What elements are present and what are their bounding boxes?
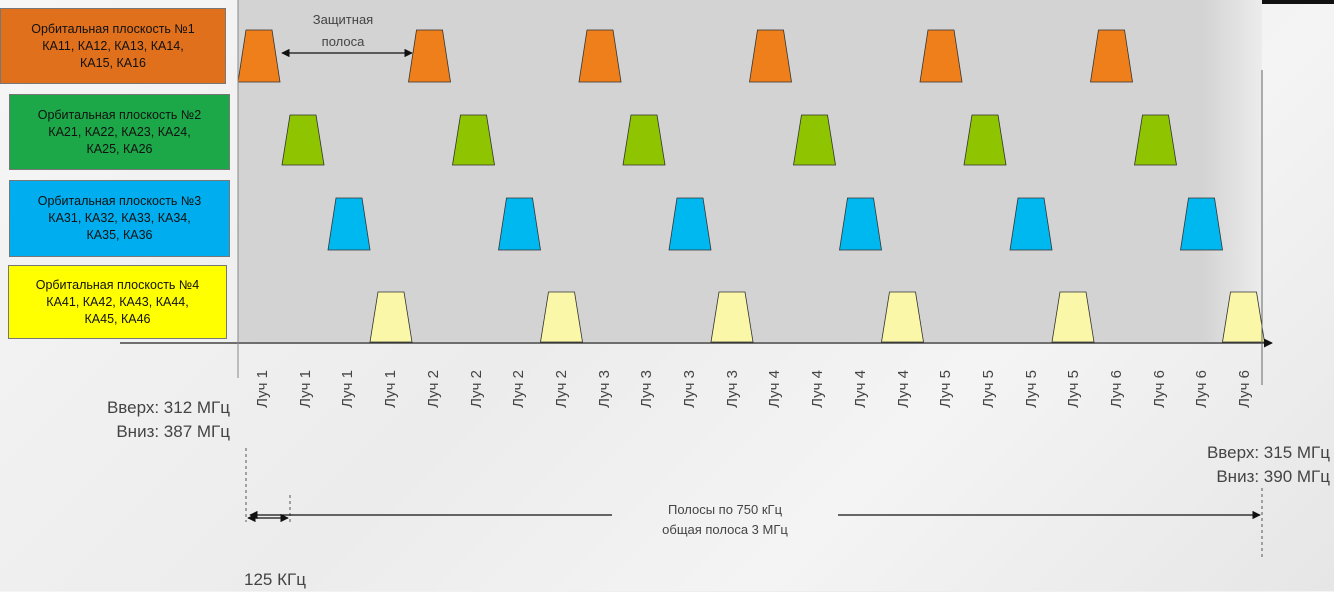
carrier-plane-3-beam-5 xyxy=(1009,197,1053,251)
beam-label: Луч 4 xyxy=(809,370,827,408)
carrier-plane-4-beam-5 xyxy=(1051,291,1095,343)
carrier-plane-1-beam-3 xyxy=(578,29,622,83)
beam-label: Луч 5 xyxy=(979,370,997,408)
beam-label: Луч 1 xyxy=(254,370,271,408)
beam-label: Луч 5 xyxy=(937,370,955,408)
step-label: 125 КГц xyxy=(244,570,306,589)
beam-label: Луч 2 xyxy=(467,370,485,408)
carrier-plane-2-beam-6 xyxy=(1134,114,1177,166)
beam-label: Луч 6 xyxy=(1150,370,1168,408)
plane-1-label: Орбитальная плоскость №1 КА11, КА12, КА1… xyxy=(0,8,226,84)
carrier-plane-3-beam-2 xyxy=(498,197,541,251)
carrier-plane-4-beam-2 xyxy=(540,291,583,343)
beam-label: Луч 1 xyxy=(339,370,357,408)
beam-label: Луч 3 xyxy=(595,370,613,408)
beam-label: Луч 4 xyxy=(851,370,869,408)
bandwidth-label: Полосы по 750 кГц общая полоса 3 МГц xyxy=(662,502,788,537)
carrier-plane-3-beam-4 xyxy=(839,197,882,251)
beam-label: Луч 3 xyxy=(681,370,698,408)
plane-4-label: Орбитальная плоскость №4 КА41, КА42, КА4… xyxy=(8,265,227,339)
beam-label: Луч 6 xyxy=(1236,370,1254,408)
beam-label: Луч 5 xyxy=(1022,370,1040,408)
carrier-plane-2-beam-1 xyxy=(281,114,325,166)
beam-label: Луч 6 xyxy=(1108,370,1125,408)
carrier-plane-3-beam-6 xyxy=(1180,197,1223,251)
beam-label: Луч 1 xyxy=(382,370,400,408)
right-frequency-label: Вверх: 315 МГц Вниз: 390 МГц xyxy=(1206,443,1330,486)
beam-label: Луч 3 xyxy=(723,370,741,408)
carrier-plane-1-beam-4 xyxy=(749,29,792,83)
beam-label: Луч 1 xyxy=(296,370,314,408)
carrier-plane-3-beam-3 xyxy=(668,197,712,251)
beam-label: Луч 2 xyxy=(510,370,528,408)
beam-label: Луч 3 xyxy=(638,370,656,408)
carrier-plane-4-beam-4 xyxy=(881,291,924,343)
carrier-plane-1-beam-1 xyxy=(237,29,281,83)
carrier-plane-4-beam-3 xyxy=(710,291,754,343)
beam-label: Луч 4 xyxy=(766,370,784,408)
carrier-plane-4-beam-1 xyxy=(369,291,413,343)
carrier-plane-2-beam-2 xyxy=(452,114,495,166)
carrier-plane-3-beam-1 xyxy=(327,197,371,251)
beam-label: Луч 4 xyxy=(894,370,912,408)
carrier-plane-4-beam-6 xyxy=(1222,291,1265,343)
carrier-plane-2-beam-4 xyxy=(793,114,836,166)
beam-label: Луч 5 xyxy=(1065,370,1083,408)
carrier-plane-2-beam-5 xyxy=(963,114,1007,166)
left-frequency-label: Вверх: 312 МГц Вниз: 387 МГц xyxy=(106,398,230,441)
carrier-plane-1-beam-5 xyxy=(919,29,963,83)
beam-label: Луч 6 xyxy=(1193,370,1211,408)
guard-band-label: Защитная полоса xyxy=(312,12,374,49)
beam-label: Луч 2 xyxy=(424,370,442,408)
plane-3-label: Орбитальная плоскость №3 КА31, КА32, КА3… xyxy=(9,180,230,257)
beam-label: Луч 2 xyxy=(552,370,570,408)
carrier-plane-1-beam-6 xyxy=(1090,29,1133,83)
carrier-plane-1-beam-2 xyxy=(408,29,451,83)
carrier-plane-2-beam-3 xyxy=(622,114,666,166)
plane-2-label: Орбитальная плоскость №2 КА21, КА22, КА2… xyxy=(9,94,230,170)
